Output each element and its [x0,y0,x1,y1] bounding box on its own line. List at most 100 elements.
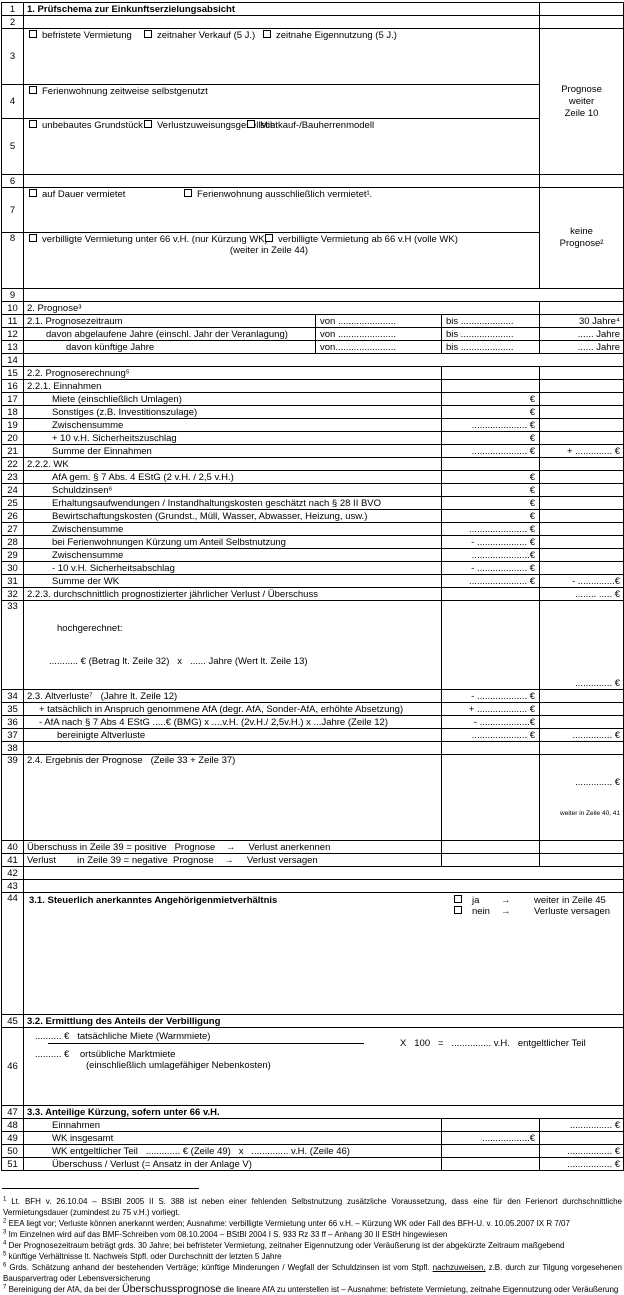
ortsuebliche-marktmiete-field[interactable]: .......... € ortsübliche Marktmiete [35,1049,176,1060]
von-date-field[interactable]: von....................... [315,340,442,354]
empty-cell [440,587,541,601]
ja-label: ja [472,895,480,906]
checkbox-zeitnahe-eigennutzung[interactable]: zeitnahe Eigennutzung (5 J.) [263,30,397,41]
checkbox-label: Ferienwohnung ausschließlich vermietet¹. [197,189,373,200]
checkbox-icon[interactable] [263,30,271,38]
row-15: 15 2.2. Prognoserechnung⁵ [1,366,624,380]
amount-field[interactable]: ......................€ [440,548,541,562]
checkbox-befristete-vermietung[interactable]: befristete Vermietung [29,30,132,41]
amount-field[interactable]: € [440,431,541,445]
kuenftige-jahre-label: davon künftige Jahre [23,340,316,354]
checkbox-icon[interactable] [184,189,192,197]
empty-cell [539,1131,624,1145]
row-44-number: 44 [1,892,24,1015]
checkbox-icon[interactable] [29,120,37,128]
checkbox-label: Ferienwohnung zeitweise selbstgenutzt [42,86,208,97]
checkbox-icon[interactable] [29,189,37,197]
amount-field[interactable]: € [440,496,541,510]
afa-label: AfA gem. § 7 Abs. 4 EStG (2 v.H. / 2,5 v… [23,470,442,484]
jahre-field[interactable]: ...... Jahre [539,327,624,341]
row-49: 49 WK insgesamt ..................€ [1,1131,624,1145]
amount-field[interactable]: ..................... € [440,444,541,458]
row-43: 43 [1,879,624,893]
checkbox-icon[interactable] [144,30,152,38]
checkbox-ferienwohnung-ausschliesslich[interactable]: Ferienwohnung ausschließlich vermietet¹. [184,189,372,200]
checkbox-icon[interactable] [454,895,462,903]
row-22-number: 22 [1,457,24,471]
einnahmen-field[interactable]: ................ € [539,1118,624,1132]
row-13-number: 13 [1,340,24,354]
empty-cell [539,483,624,497]
jahre-field[interactable]: ...... Jahre [539,340,624,354]
summe-einnahmen-total-field[interactable]: + .............. € [539,444,624,458]
checkbox-ja[interactable] [454,895,467,906]
amount-field[interactable]: € [440,470,541,484]
amount-field[interactable]: ..................... € [440,418,541,432]
footnote-text: Bereinigung der AfA, da bei der [8,1285,122,1294]
von-date-field[interactable]: von ...................... [315,314,442,328]
empty-cell [539,301,624,315]
checkbox-icon[interactable] [454,906,462,914]
checkbox-unbebautes-grundstueck[interactable]: unbebautes Grundstück [29,120,143,131]
checkbox-auf-dauer-vermietet[interactable]: auf Dauer vermietet [29,189,125,200]
amount-field[interactable]: - ................... € [440,561,541,575]
row-32: 32 2.2.3. durchschnittlich prognostizier… [1,587,624,601]
miete-label: Miete (einschließlich Umlagen) [23,392,442,406]
hochrechnung-formula[interactable]: ........... € (Betrag lt. Zeile 32) x ..… [49,656,308,667]
checkbox-verbilligte-unter-66[interactable]: verbilligte Vermietung unter 66 v.H. (nu… [29,234,268,245]
sonstiges-label: Sonstiges (z.B. Investitionszulage) [23,405,442,419]
row-34-number: 34 [1,689,24,703]
amount-field[interactable]: - ................... € [440,689,541,703]
checkbox-icon[interactable] [29,86,37,94]
row-17-number: 17 [1,392,24,406]
row-49-number: 49 [1,1131,24,1145]
row-48: 48 Einnahmen ................ € [1,1118,624,1132]
von-date-field[interactable]: von ...................... [315,327,442,341]
amount-field[interactable]: - ................... € [440,535,541,549]
amount-field[interactable]: - ...................€ [440,715,541,729]
empty-cell [539,689,624,703]
summe-wk-label: Summe der WK [23,574,442,588]
bereinigte-altverluste-field[interactable]: ............... € [539,728,624,742]
row-5-number: 5 [1,118,24,175]
bis-date-field[interactable]: bis .................... [440,340,541,354]
footnote-text: künftige Verhältnisse lt. Nachweis Stpfl… [8,1252,282,1261]
checkbox-icon[interactable] [29,234,37,242]
wk-entgeltlicher-teil-field[interactable]: ................. € [539,1144,624,1158]
row-23-number: 23 [1,470,24,484]
checkbox-label: zeitnaher Verkauf (5 J.) [157,30,256,41]
ueberschuss-verlust-field[interactable]: ................. € [539,1157,624,1171]
ergebnis-field[interactable]: .............. € [575,777,621,788]
row-4: 4 Ferienwohnung zeitweise selbstgenutzt [1,84,624,119]
checkbox-ferienwohnung-selbstgenutzt[interactable]: Ferienwohnung zeitweise selbstgenutzt [29,86,208,97]
jaehrlicher-verlust-field[interactable]: ........ ..... € [539,587,624,601]
checkbox-verbilligte-ab-66[interactable]: verbilligte Vermietung ab 66 v.H (volle … [265,234,458,245]
bis-date-field[interactable]: bis .................... [440,327,541,341]
checkbox-icon[interactable] [247,120,255,128]
empty-cell [22,174,541,188]
amount-field[interactable]: ...................... € [440,574,541,588]
bis-date-field[interactable]: bis .................... [440,314,541,328]
checkbox-icon[interactable] [265,234,273,242]
checkbox-zeitnaher-verkauf[interactable]: zeitnaher Verkauf (5 J.) [144,30,255,41]
amount-field[interactable]: € [440,483,541,497]
checkbox-label: verbilligte Vermietung ab 66 v.H (volle … [278,234,458,245]
amount-field[interactable]: ...................... € [440,522,541,536]
amount-field[interactable]: € [440,509,541,523]
amount-field[interactable]: + ................... € [440,702,541,716]
checkbox-verlustzuweisungsgesellschaft[interactable]: Verlustzuweisungsgesellsch. [144,120,278,131]
checkbox-nein[interactable] [454,906,467,917]
tatsaechliche-miete-field[interactable]: .......... € tatsächliche Miete (Warmmie… [35,1031,211,1042]
checkbox-mietkauf-bauherrenmodell[interactable]: Mietkauf-/Bauherrenmodell [247,120,374,131]
summe-wk-total-field[interactable]: - ..............€ [539,574,624,588]
checkbox-icon[interactable] [144,120,152,128]
amount-field[interactable]: ..................... € [440,728,541,742]
amount-field[interactable]: € [440,392,541,406]
hochgerechnet-field[interactable]: .............. € [539,600,624,690]
checkbox-icon[interactable] [29,30,37,38]
amount-field[interactable]: ..................€ [440,1131,541,1145]
footnote-text: Lt. BFH v. 26.10.04 – BStBl 2005 II S. 3… [3,1197,623,1217]
amount-field[interactable]: € [440,405,541,419]
verbilligung-formula-field[interactable]: X 100 = ............... v.H. entgeltlich… [400,1038,586,1049]
